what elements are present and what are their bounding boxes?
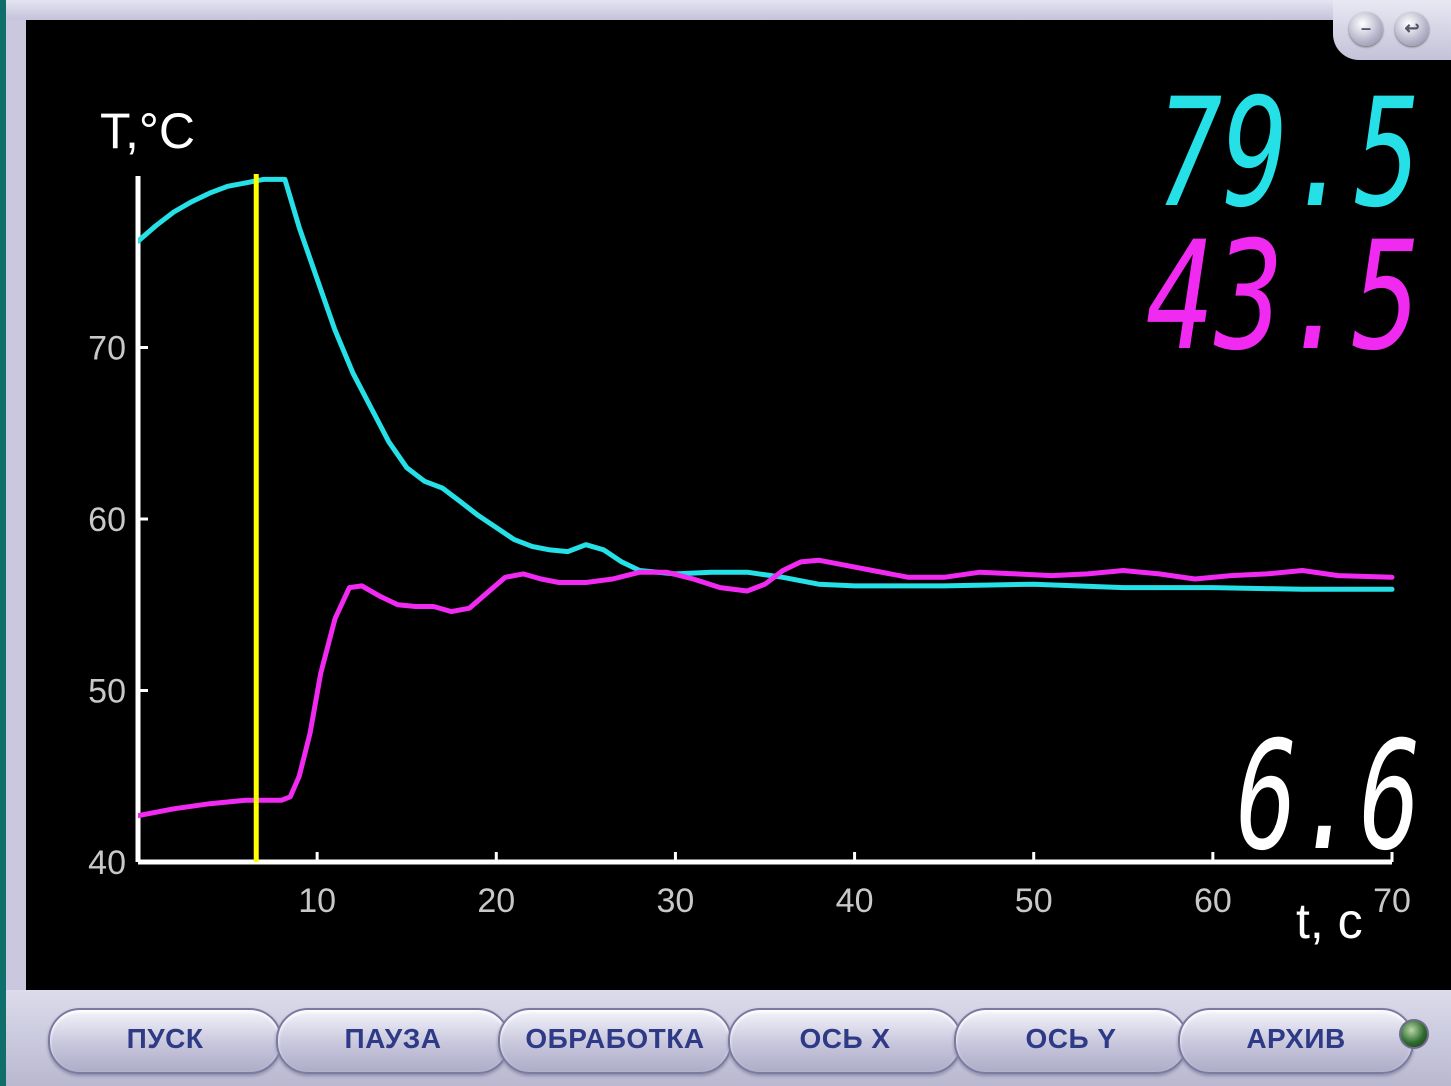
x-tick-label: 60 [1194,882,1232,920]
x-tick-label: 50 [1015,882,1053,920]
y-tick-label: 50 [88,673,126,711]
app-window: 10 20 30 40 50 60 70 40 50 60 70 T,°C t, c 79.5 43.5… [6,0,1451,1086]
minimize-button[interactable]: – [1349,12,1383,46]
series-line-2 [138,557,1395,819]
x-tick-label: 70 [1373,882,1411,920]
series-line-1 [138,176,1395,592]
chart-screen: 10 20 30 40 50 60 70 40 50 60 70 T,°C t, c 79.5 43.5… [26,20,1451,990]
restore-button[interactable]: ↩ [1395,12,1429,46]
bottom-toolbar: ПУСК ПАУЗА ОБРАБОТКА ОСЬ X ОСЬ Y АРХИВ [6,990,1451,1086]
processing-button-label: ОБРАБОТКА [525,1023,705,1054]
window-frame-top [6,0,1451,20]
pause-button[interactable]: ПАУЗА [276,1008,510,1074]
start-button[interactable]: ПУСК [48,1008,282,1074]
window-controls: – ↩ [1333,0,1451,60]
axis-y-button-label: ОСЬ Y [1025,1023,1117,1054]
x-tick-label: 30 [657,882,695,920]
axis-y-button[interactable]: ОСЬ Y [954,1008,1188,1074]
archive-button-label: АРХИВ [1246,1023,1346,1054]
archive-button[interactable]: АРХИВ [1178,1008,1414,1074]
x-axis-title: t, c [1296,893,1363,949]
x-tick-label: 10 [298,882,336,920]
y-tick-label: 60 [88,501,126,539]
start-button-label: ПУСК [126,1023,204,1054]
readout-time: 6.6 [1236,710,1421,884]
status-led-icon [1399,1019,1429,1049]
y-tick-label: 40 [88,844,126,882]
processing-button[interactable]: ОБРАБОТКА [498,1008,732,1074]
readout-t2: 43.5 [1146,210,1421,384]
x-tick-label: 40 [836,882,874,920]
restore-icon: ↩ [1404,18,1420,38]
y-tick-label: 70 [88,330,126,368]
axis-x-button[interactable]: ОСЬ X [728,1008,962,1074]
x-tick-label: 20 [477,882,515,920]
minimize-icon: – [1360,18,1371,38]
y-axis-title: T,°C [100,103,195,159]
pause-button-label: ПАУЗА [344,1023,442,1054]
readout-t1: 79.5 [1156,67,1421,241]
axis-x-button-label: ОСЬ X [799,1023,891,1054]
temperature-chart: 10 20 30 40 50 60 70 40 50 60 70 T,°C t, c 79.5 43.5… [88,67,1421,949]
